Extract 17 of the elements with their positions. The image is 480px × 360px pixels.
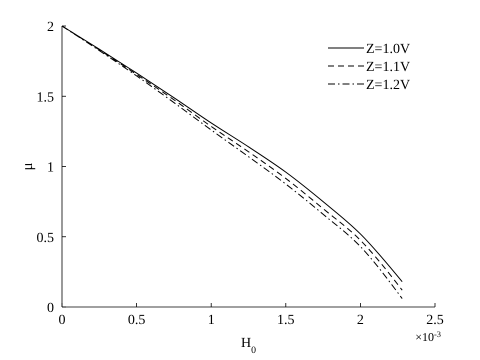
text: ×10$^{-3}$ <box>415 330 441 344</box>
x-tick-label: 2.5 <box>426 313 444 328</box>
legend-label: Z=1.0V <box>366 42 410 57</box>
x-tick-label: 0 <box>58 313 66 328</box>
y-tick-label: 0.5 <box>36 230 54 246</box>
y-tick-label: 0 <box>47 301 54 316</box>
y-tick-label: 2 <box>47 20 54 35</box>
y-axis-title: μ <box>20 162 36 171</box>
x-tick-label: 0.5 <box>128 313 146 328</box>
x-tick-label: 2 <box>356 313 364 328</box>
x-tick-label: 1.5 <box>277 313 295 328</box>
x-axis-title: H$_{0}$ <box>240 336 256 356</box>
x-tick-label: 1 <box>208 313 215 328</box>
legend-label: Z=1.2V <box>366 78 410 93</box>
legend-label: Z=1.1V <box>366 60 410 75</box>
y-tick-label: 1.5 <box>36 90 54 106</box>
y-tick-label: 1 <box>47 160 54 176</box>
